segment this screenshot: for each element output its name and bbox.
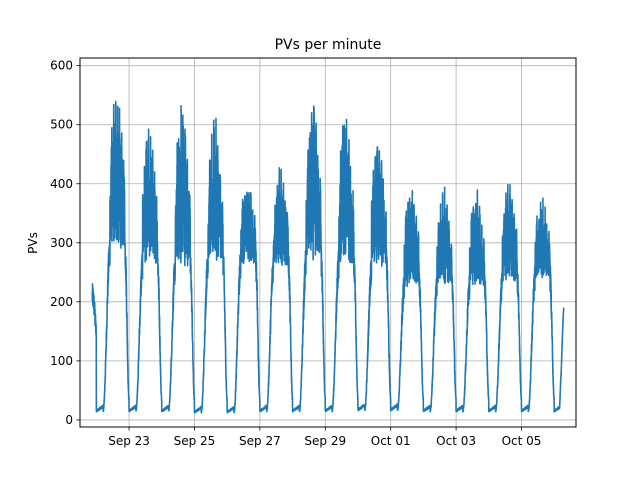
- y-tick-label: 500: [50, 118, 73, 132]
- y-tick-label: 300: [50, 236, 73, 250]
- y-tick-label: 600: [50, 59, 73, 73]
- y-axis: 0 100 200 300 400 500 600: [50, 59, 80, 427]
- chart-title: PVs per minute: [275, 37, 382, 53]
- x-axis: Sep 23 Sep 25 Sep 27 Sep 29 Oct 01 Oct 03 Oct …: [108, 427, 541, 448]
- x-tick-label: Oct 03: [436, 434, 476, 448]
- grid: [80, 58, 576, 427]
- x-tick-label: Oct 01: [371, 434, 411, 448]
- y-tick-label: 200: [50, 295, 73, 309]
- series-line: [91, 100, 565, 414]
- y-tick-label: 100: [50, 354, 73, 368]
- series-group: [91, 100, 565, 414]
- x-tick-label: Sep 27: [239, 434, 281, 448]
- x-tick-label: Sep 29: [304, 434, 346, 448]
- x-tick-label: Sep 25: [174, 434, 216, 448]
- y-tick-label: 0: [65, 413, 73, 427]
- x-tick-label: Sep 23: [108, 434, 150, 448]
- y-axis-label: PVs: [26, 232, 40, 254]
- x-tick-label: Oct 05: [502, 434, 542, 448]
- y-tick-label: 400: [50, 177, 73, 191]
